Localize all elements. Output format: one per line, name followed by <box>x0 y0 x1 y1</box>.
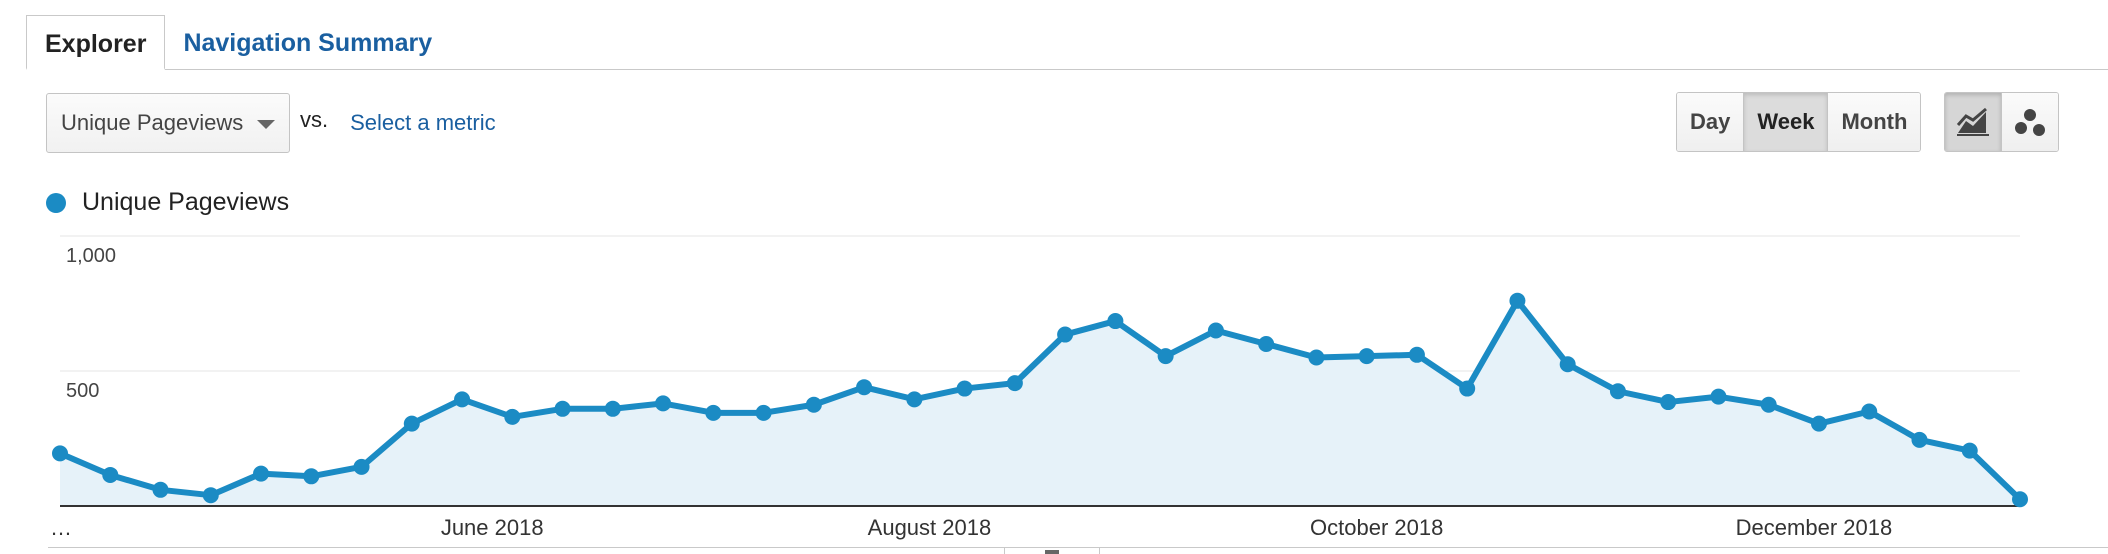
data-point <box>52 445 68 462</box>
x-tick-label: October 2018 <box>1310 515 1443 540</box>
x-tick-label: … <box>50 515 72 540</box>
line-chart-icon <box>1956 107 1989 136</box>
data-point <box>655 395 672 412</box>
vs-label: vs. <box>300 107 329 132</box>
chart-legend: Unique Pageviews <box>46 188 289 217</box>
data-point <box>1861 403 1878 420</box>
tab-bar-divider <box>26 69 2108 70</box>
data-point <box>1157 348 1174 365</box>
metric-dropdown-value: Unique Pageviews <box>61 110 244 135</box>
data-point <box>403 415 420 432</box>
month-button[interactable]: Month <box>1828 93 1921 151</box>
legend-label[interactable]: Unique Pageviews <box>82 188 290 216</box>
motion-chart-button[interactable] <box>2002 93 2058 151</box>
tab-navigation-summary[interactable]: Navigation Summary <box>183 29 433 57</box>
pageviews-line-chart: 1,000 500 … June 2018 August 2018 October 201… <box>50 235 2028 540</box>
week-button[interactable]: Week <box>1744 93 1829 151</box>
metric-dropdown[interactable]: Unique Pageviews <box>46 93 290 153</box>
data-point <box>1107 313 1124 330</box>
data-point <box>1207 322 1224 339</box>
day-button[interactable]: Day <box>1677 93 1745 151</box>
data-point <box>1509 292 1526 309</box>
chevron-down-icon <box>257 120 275 129</box>
data-point <box>1810 415 1827 432</box>
data-point <box>856 379 873 396</box>
data-point <box>705 404 722 421</box>
x-tick-label: August 2018 <box>868 515 992 540</box>
data-point <box>956 380 973 397</box>
data-point <box>303 468 320 485</box>
x-tick-label: June 2018 <box>441 515 544 540</box>
data-point <box>1057 326 1074 343</box>
y-tick-label: 1,000 <box>66 245 116 267</box>
data-point <box>1760 396 1777 413</box>
data-point <box>202 487 219 504</box>
motion-chart-icon <box>2015 109 2045 136</box>
data-point <box>253 465 270 482</box>
data-point <box>906 391 923 408</box>
data-point <box>1559 356 1576 373</box>
report-tabs: Explorer Navigation Summary <box>26 14 450 70</box>
data-point <box>2012 491 2028 508</box>
data-point <box>1308 349 1325 366</box>
data-point <box>805 396 822 413</box>
resize-grip-icon <box>1045 550 1059 554</box>
select-metric-link[interactable]: Select a metric <box>350 110 496 135</box>
data-point <box>1961 442 1978 459</box>
data-point <box>1710 388 1727 405</box>
data-point <box>1459 380 1476 397</box>
data-point <box>152 481 169 498</box>
data-point <box>454 391 471 408</box>
tab-explorer[interactable]: Explorer <box>26 15 166 70</box>
legend-swatch <box>46 192 66 213</box>
chart-type-toggle <box>1944 92 2059 152</box>
series-area <box>60 300 2020 506</box>
series-line <box>58 297 2023 502</box>
metric-row: Unique Pageviews vs. Select a metric <box>46 92 496 154</box>
data-point <box>102 466 119 483</box>
data-point <box>504 408 521 425</box>
data-point <box>1358 348 1375 365</box>
time-granularity-toggle: Day Week Month <box>1676 92 1922 152</box>
data-point <box>1660 394 1677 411</box>
data-point <box>1258 336 1275 352</box>
data-point <box>755 404 772 421</box>
data-point <box>1911 431 1928 448</box>
y-tick-label: 500 <box>66 380 99 402</box>
data-point <box>353 458 370 475</box>
line-chart-button[interactable] <box>1945 93 2002 151</box>
data-point <box>1609 383 1626 400</box>
x-tick-label: December 2018 <box>1736 515 1893 540</box>
data-point <box>1006 375 1023 392</box>
data-point <box>1408 346 1425 363</box>
data-point <box>554 400 571 417</box>
data-point <box>604 400 621 417</box>
